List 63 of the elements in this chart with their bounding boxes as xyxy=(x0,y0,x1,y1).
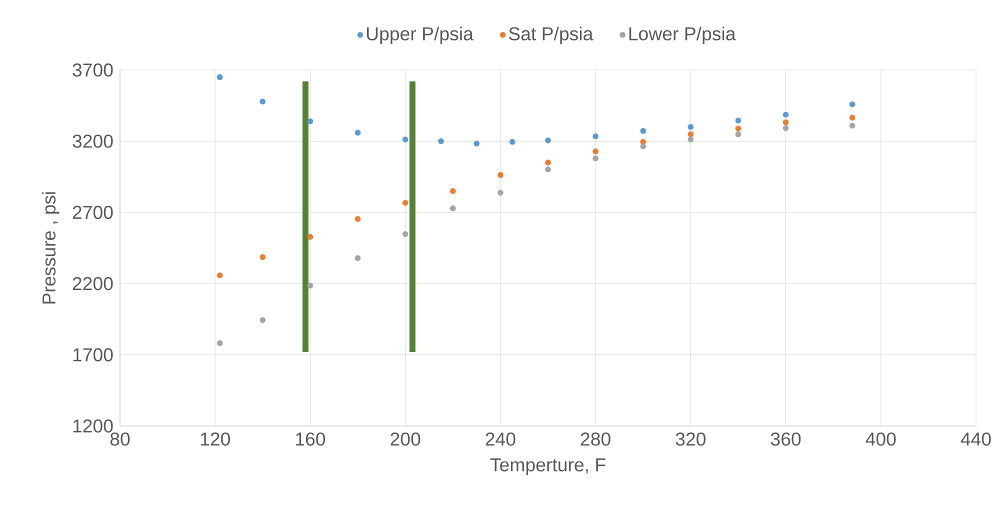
x-tick-label: 120 xyxy=(200,432,230,446)
point xyxy=(260,317,266,323)
point xyxy=(402,231,408,237)
x-tick-label: 240 xyxy=(486,432,516,446)
x-tick-label: 400 xyxy=(866,432,896,446)
legend-label: Lower P/psia xyxy=(629,26,736,44)
point xyxy=(307,118,314,124)
point xyxy=(216,74,223,80)
point xyxy=(545,138,551,144)
point xyxy=(450,188,456,194)
point xyxy=(450,205,456,212)
y-tick-label: 1200 xyxy=(73,419,113,433)
point xyxy=(782,112,789,118)
x-tick-label: 280 xyxy=(580,432,610,446)
point xyxy=(307,282,314,289)
point xyxy=(509,138,516,145)
legend-label: Sat P/psia xyxy=(508,26,594,44)
point xyxy=(545,160,551,166)
y-tick-label: 2700 xyxy=(72,206,113,220)
x-tick-label: 360 xyxy=(770,432,801,446)
x-tick-label: 320 xyxy=(676,432,706,446)
point xyxy=(402,200,408,206)
y-tick-label: 2200 xyxy=(72,276,113,290)
point xyxy=(498,172,504,178)
point xyxy=(735,126,742,132)
point xyxy=(592,148,598,154)
x-tick-label: 80 xyxy=(110,432,130,446)
x-axis-title: Temperture, F xyxy=(490,458,606,476)
point xyxy=(498,190,504,196)
point xyxy=(354,216,361,222)
point xyxy=(354,255,361,262)
point xyxy=(849,101,856,108)
point xyxy=(402,136,408,142)
point xyxy=(640,143,646,150)
point xyxy=(354,130,361,136)
point xyxy=(216,340,223,346)
point xyxy=(782,119,789,126)
point xyxy=(592,155,598,162)
x-tick-label: 440 xyxy=(960,432,991,446)
y-tick-label: 1700 xyxy=(73,348,113,362)
point xyxy=(307,234,314,240)
point xyxy=(849,122,856,129)
point xyxy=(688,124,694,130)
point xyxy=(592,133,598,140)
point xyxy=(545,166,551,172)
point xyxy=(688,131,694,138)
x-tick-label: 200 xyxy=(390,432,420,446)
point xyxy=(640,128,646,134)
point xyxy=(216,272,223,278)
point xyxy=(688,136,694,142)
y-tick-label: 3700 xyxy=(72,63,113,77)
y-axis-title: Pressure , psi xyxy=(42,192,60,304)
point xyxy=(438,138,444,144)
point xyxy=(260,98,266,105)
x-tick-label: 160 xyxy=(296,432,326,446)
point xyxy=(735,118,742,124)
point xyxy=(735,131,742,138)
point xyxy=(849,114,856,121)
point xyxy=(474,140,480,147)
y-tick-label: 3200 xyxy=(72,134,113,148)
point xyxy=(782,125,789,132)
point xyxy=(260,254,266,260)
legend-label: Upper P/psia xyxy=(366,26,474,44)
